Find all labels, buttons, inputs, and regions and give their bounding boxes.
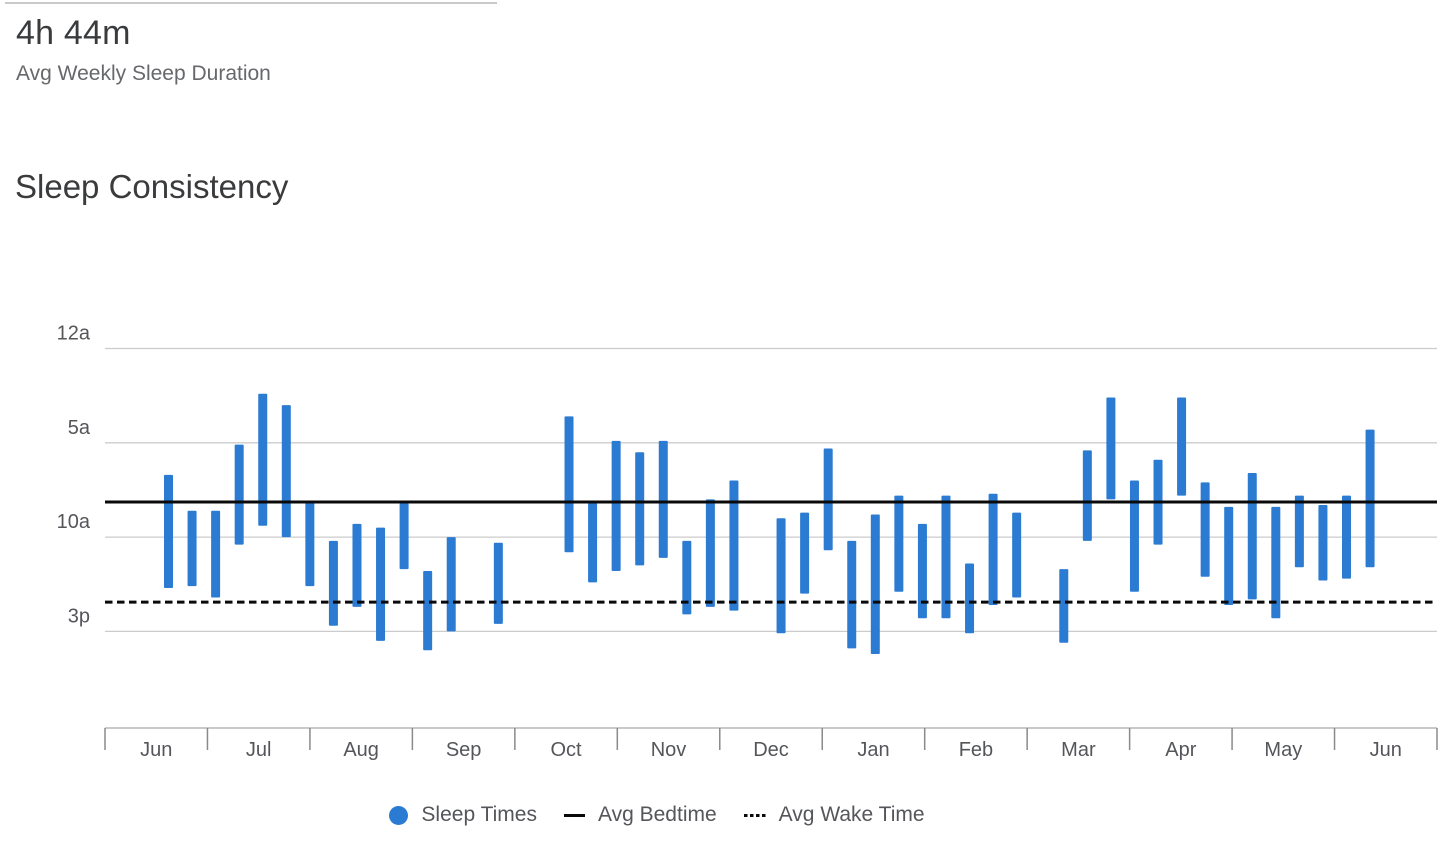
x-axis-month-label: Aug: [343, 739, 379, 761]
chart-legend: Sleep Times Avg Bedtime Avg Wake Time: [0, 803, 1385, 827]
x-axis-month-label: Sep: [446, 739, 482, 761]
sleep-bar[interactable]: [988, 493, 998, 605]
sleep-bar[interactable]: [258, 393, 268, 526]
sleep-bar[interactable]: [705, 499, 715, 607]
sleep-bar[interactable]: [564, 416, 574, 553]
sleep-bar[interactable]: [281, 405, 291, 538]
sleep-bar[interactable]: [941, 495, 951, 619]
x-axis-month-label: Jun: [140, 739, 172, 761]
x-axis-month-label: Apr: [1165, 739, 1196, 761]
sleep-bar[interactable]: [1271, 506, 1281, 619]
sleep-bar[interactable]: [164, 474, 173, 589]
x-axis-month-label: Feb: [959, 739, 993, 761]
legend-item-sleep-times: Sleep Times: [389, 803, 537, 827]
x-axis-month-label: Jan: [857, 739, 889, 761]
sleep-bar[interactable]: [588, 503, 598, 583]
sleep-bar[interactable]: [234, 444, 244, 545]
sleep-bar[interactable]: [399, 503, 409, 570]
sleep-bar[interactable]: [965, 563, 975, 634]
x-axis-month-label: Mar: [1061, 739, 1096, 761]
y-axis-label: 5a: [68, 417, 91, 439]
sleep-bar[interactable]: [328, 540, 338, 626]
sleep-times-dot-icon: [389, 805, 409, 825]
solid-line-icon: [563, 813, 585, 817]
sleep-bar[interactable]: [823, 448, 833, 551]
sleep-bar[interactable]: [658, 440, 668, 558]
legend-item-avg-bedtime: Avg Bedtime: [563, 803, 717, 827]
legend-label: Avg Wake Time: [778, 803, 925, 826]
sleep-bar[interactable]: [917, 523, 927, 619]
x-axis-month-label: Jul: [246, 739, 272, 761]
sleep-bar[interactable]: [611, 440, 621, 572]
sleep-bar[interactable]: [1318, 505, 1328, 581]
section-divider: [5, 2, 497, 4]
sleep-bar[interactable]: [870, 514, 880, 655]
sleep-bar[interactable]: [1200, 482, 1210, 577]
x-axis-month-label: Jun: [1370, 739, 1402, 761]
y-axis-label: 3p: [68, 605, 90, 627]
avg-sleep-duration-value: 4h 44m: [16, 14, 131, 52]
sleep-bar[interactable]: [894, 495, 904, 592]
sleep-bar[interactable]: [800, 512, 810, 594]
sleep-bar[interactable]: [1129, 480, 1139, 592]
sleep-bar[interactable]: [446, 537, 456, 632]
legend-item-avg-wake-time: Avg Wake Time: [743, 803, 925, 827]
sleep-bar[interactable]: [635, 452, 645, 566]
sleep-bar[interactable]: [1177, 397, 1187, 496]
sleep-bar[interactable]: [1082, 450, 1092, 541]
sleep-bar[interactable]: [1365, 429, 1375, 568]
x-axis-month-label: Dec: [753, 739, 789, 761]
sleep-bar[interactable]: [305, 501, 315, 587]
sleep-bar[interactable]: [187, 510, 197, 587]
sleep-bar[interactable]: [1247, 472, 1257, 600]
sleep-bar[interactable]: [1224, 506, 1234, 605]
sleep-bar[interactable]: [729, 480, 739, 611]
sleep-bar[interactable]: [1342, 495, 1351, 579]
sleep-bar[interactable]: [493, 542, 503, 624]
x-axis-month-label: Oct: [551, 739, 583, 761]
sleep-bar[interactable]: [1106, 397, 1116, 500]
avg-sleep-duration-label: Avg Weekly Sleep Duration: [16, 62, 271, 85]
legend-label: Sleep Times: [421, 803, 537, 826]
sleep-bar[interactable]: [847, 540, 857, 649]
sleep-bar[interactable]: [376, 527, 386, 641]
x-axis-month-label: May: [1264, 739, 1302, 761]
sleep-bar[interactable]: [682, 540, 692, 615]
sleep-bar[interactable]: [1294, 495, 1304, 568]
dotted-line-icon: [743, 813, 766, 817]
y-axis-label: 10a: [57, 511, 91, 533]
sleep-bar[interactable]: [1012, 512, 1022, 598]
sleep-bar[interactable]: [211, 510, 221, 598]
chart-title: Sleep Consistency: [15, 168, 289, 205]
sleep-bar[interactable]: [776, 518, 786, 634]
x-axis-month-label: Nov: [651, 739, 687, 761]
sleep-bar[interactable]: [352, 523, 362, 607]
y-axis-label: 12a: [57, 323, 91, 345]
sleep-bar[interactable]: [423, 571, 433, 651]
legend-label: Avg Bedtime: [597, 803, 717, 826]
sleep-bar[interactable]: [1059, 569, 1069, 643]
